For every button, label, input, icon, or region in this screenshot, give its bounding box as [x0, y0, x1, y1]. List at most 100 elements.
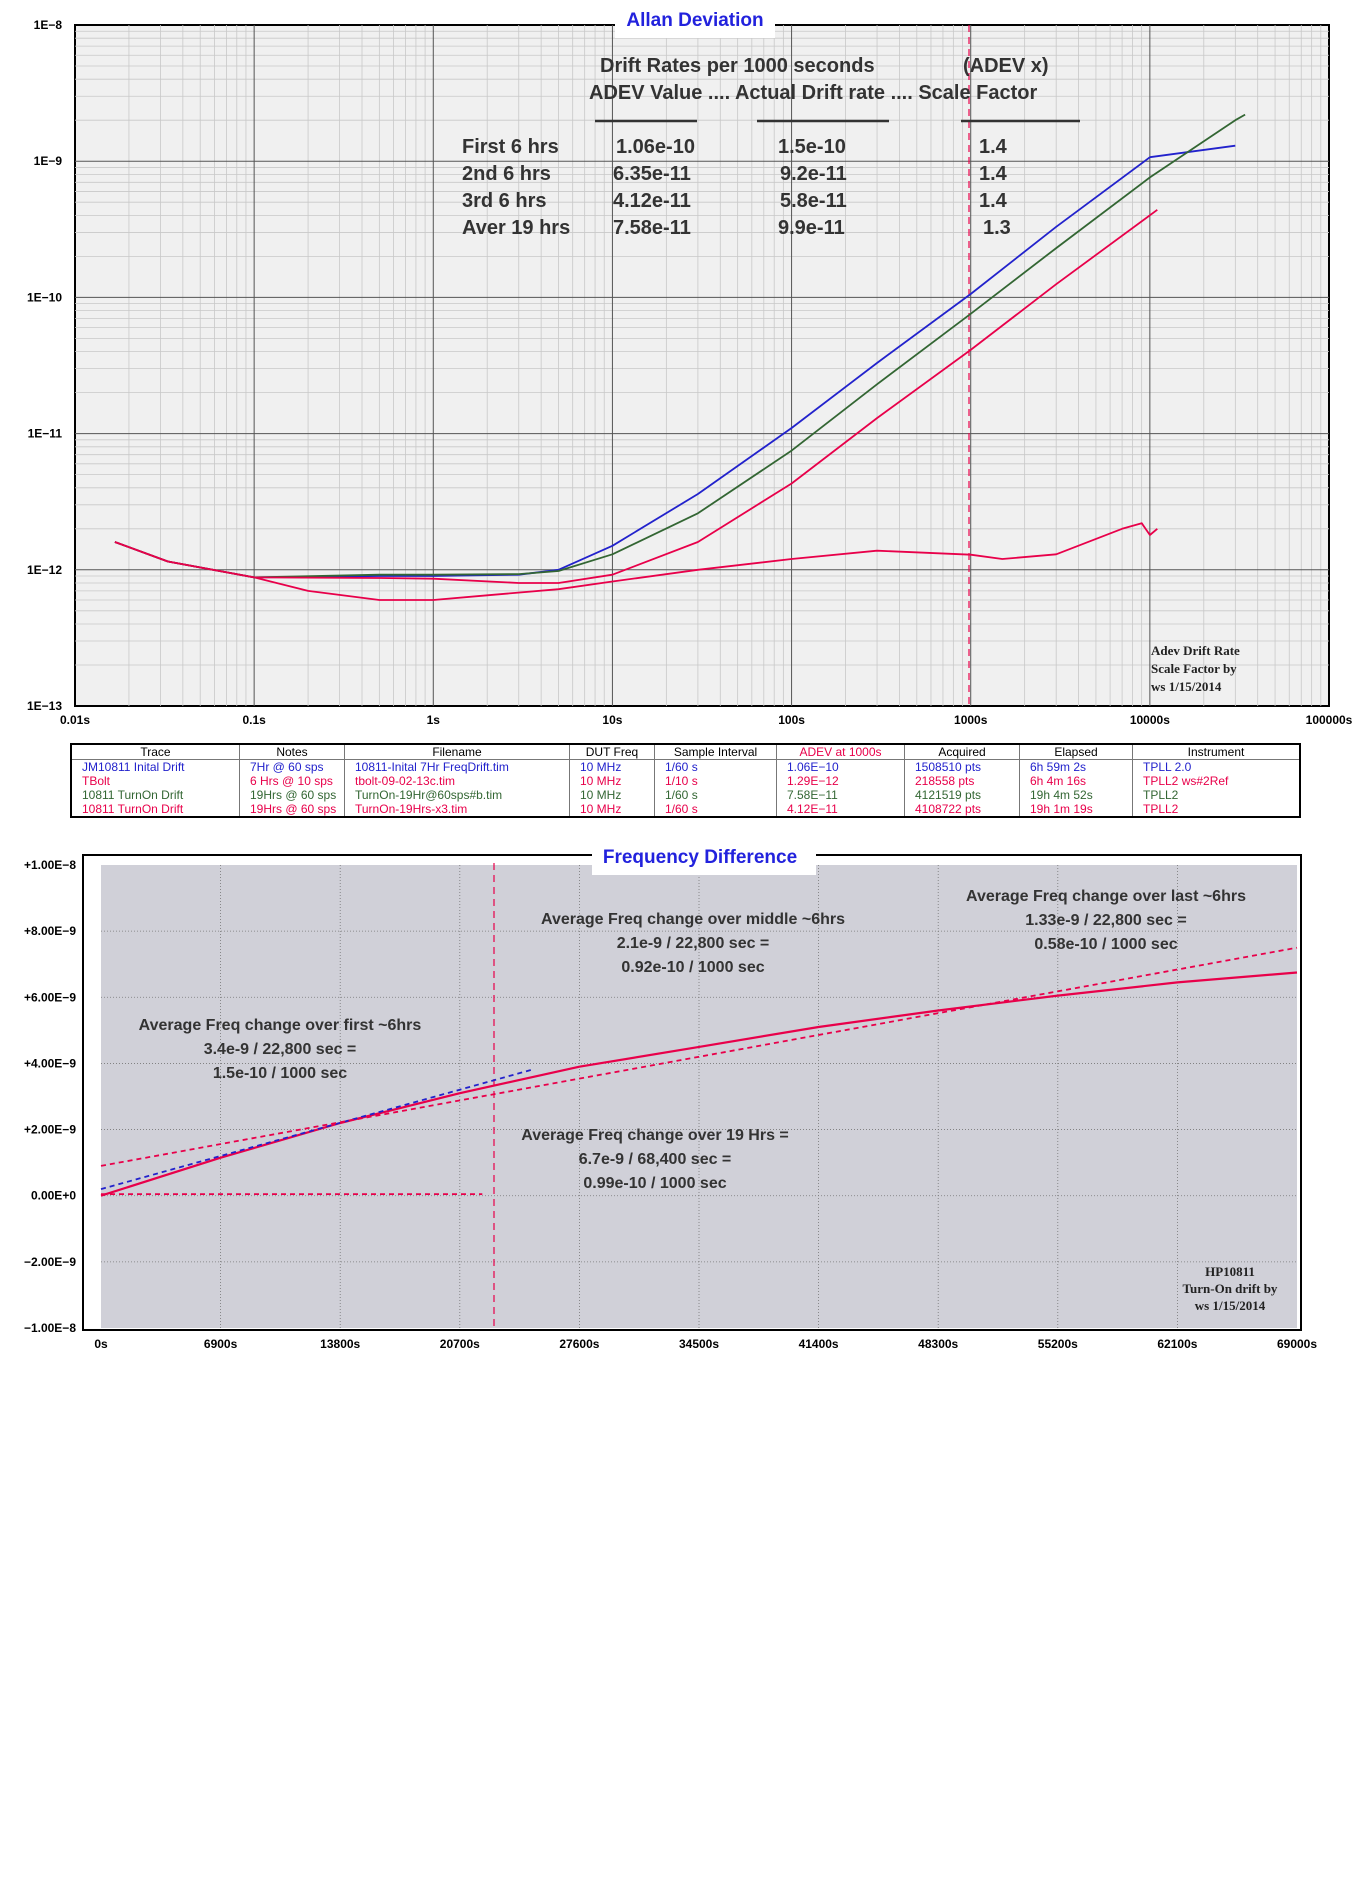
legend-cell: TPLL 2.0	[1132, 759, 1301, 774]
x-tick-label: 100000s	[1306, 713, 1353, 727]
adev-plot-area	[74, 24, 1330, 707]
legend-cell: 19Hrs @ 60 sps	[239, 788, 345, 802]
adev-note-line-1: Adev Drift Rate	[1151, 643, 1240, 658]
legend-cell: 1/10 s	[654, 774, 777, 788]
freq-series-line	[100, 1069, 532, 1190]
x-tick-label: 69000s	[1277, 1337, 1317, 1351]
legend-cell: 1/60 s	[654, 802, 777, 817]
adev-chart: 1E−8 1E−9 1E−10 1E−11 1E−12 1E−130.01s 0.1s 1s 1…	[27, 8, 1353, 727]
row-adev: 6.35e-11	[613, 163, 691, 185]
legend-header-sample-interval: Sample Interval	[654, 743, 777, 760]
legend-row: 10811 TurnOn Drift 19Hrs @ 60 sps TurnOn-1…	[70, 802, 1301, 817]
row-scale: 1.3	[983, 217, 1011, 239]
x-tick-label: 48300s	[918, 1337, 958, 1351]
row-scale: 1.4	[979, 190, 1008, 212]
x-tick-label: 10000s	[1130, 713, 1170, 727]
legend-cell: TPLL2	[1132, 788, 1301, 802]
y-tick-label: +1.00E−8	[24, 858, 76, 872]
y-tick-label: +4.00E−9	[24, 1056, 76, 1070]
freq-note-line-2: Turn-On drift by	[1183, 1281, 1278, 1296]
legend-header-notes: Notes	[239, 743, 345, 760]
legend-header-filename: Filename	[344, 743, 570, 760]
drift-header-1: Drift Rates per 1000 seconds	[600, 55, 875, 77]
legend-cell: 10811 TurnOn Drift	[70, 802, 240, 817]
y-tick-label: 1E−9	[34, 154, 63, 168]
ann-first-line-3: 1.5e-10 / 1000 sec	[213, 1065, 347, 1082]
legend-header-row: Trace Notes Filename DUT Freq Sample Int…	[70, 743, 1301, 760]
y-tick-label: 1E−13	[27, 699, 62, 713]
row-scale: 1.4	[979, 163, 1008, 185]
legend-header-acquired: Acquired	[904, 743, 1020, 760]
adev-series-line	[114, 113, 1246, 579]
legend-cell: 6h 4m 16s	[1019, 774, 1133, 788]
legend-header-adev: ADEV at 1000s	[776, 743, 905, 760]
legend-row: TBolt 6 Hrs @ 10 sps tbolt-09-02-13c.tim 10…	[70, 774, 1301, 788]
legend-cell: 218558 pts	[904, 774, 1020, 788]
legend-row: 10811 TurnOn Drift 19Hrs @ 60 sps TurnOn-1…	[70, 788, 1301, 802]
x-tick-label: 55200s	[1038, 1337, 1078, 1351]
legend-cell: 10 MHz	[569, 759, 655, 774]
legend-cell: 19h 1m 19s	[1019, 802, 1133, 817]
legend-cell: 10811 TurnOn Drift	[70, 788, 240, 802]
drift-row-3: Aver 19 hrs 7.58e-11 9.9e-11 1.3	[462, 217, 1011, 239]
drift-header-1b: (ADEV x)	[963, 55, 1049, 77]
legend-cell: 4108722 pts	[904, 802, 1020, 817]
row-drift: 5.8e-11	[780, 190, 847, 212]
legend-cell: TurnOn-19Hrs-x3.tim	[344, 802, 570, 817]
row-label: First 6 hrs	[462, 136, 559, 158]
drift-row-0: First 6 hrs 1.06e-10 1.5e-10 1.4	[462, 136, 1008, 158]
y-tick-label: −2.00E−9	[24, 1255, 76, 1269]
legend-cell: 1/60 s	[654, 759, 777, 774]
y-tick-label: +6.00E−9	[24, 990, 76, 1004]
ann-last-line-3: 0.58e-10 / 1000 sec	[1034, 936, 1177, 953]
x-tick-label: 6900s	[204, 1337, 238, 1351]
legend-header-dut-freq: DUT Freq	[569, 743, 655, 760]
legend-cell: 4121519 pts	[904, 788, 1020, 802]
freq-note-line-1: HP10811	[1205, 1264, 1255, 1279]
x-tick-label: 20700s	[440, 1337, 480, 1351]
x-tick-label: 27600s	[559, 1337, 599, 1351]
adev-note-line-3: ws 1/15/2014	[1151, 679, 1222, 694]
adev-series-line	[114, 209, 1158, 584]
ann-first-line-1: Average Freq change over first ~6hrs	[139, 1017, 422, 1034]
y-tick-label: 1E−8	[34, 18, 63, 32]
ann-19hrs-line-1: Average Freq change over 19 Hrs =	[521, 1127, 789, 1144]
legend-cell: 19Hrs @ 60 sps	[239, 802, 345, 817]
legend-cell: 10 MHz	[569, 788, 655, 802]
legend-row: JM10811 Inital Drift 7Hr @ 60 sps 10811-In…	[70, 759, 1301, 774]
ann-first-line-2: 3.4e-9 / 22,800 sec =	[204, 1041, 357, 1058]
adev-note-line-2: Scale Factor by	[1151, 661, 1237, 676]
ann-middle-line-2: 2.1e-9 / 22,800 sec =	[617, 935, 770, 952]
y-tick-label: 0.00E+0	[31, 1189, 76, 1203]
legend-cell: 1/60 s	[654, 788, 777, 802]
ann-middle-line-3: 0.92e-10 / 1000 sec	[621, 959, 764, 976]
y-tick-label: 1E−12	[27, 563, 62, 577]
legend-cell: 19h 4m 52s	[1019, 788, 1133, 802]
legend-cell: 1.29E−12	[776, 774, 905, 788]
legend-table: Trace Notes Filename DUT Freq Sample Int…	[70, 743, 1301, 818]
x-tick-label: 10s	[602, 713, 622, 727]
x-tick-label: 34500s	[679, 1337, 719, 1351]
legend-cell: 4.12E−11	[776, 802, 905, 817]
legend-cell: 10 MHz	[569, 774, 655, 788]
drift-row-2: 3rd 6 hrs 4.12e-11 5.8e-11 1.4	[462, 190, 1008, 212]
row-label: Aver 19 hrs	[462, 217, 570, 239]
legend-cell: 10 MHz	[569, 802, 655, 817]
legend-cell: JM10811 Inital Drift	[70, 759, 240, 774]
row-scale: 1.4	[979, 136, 1008, 158]
ann-last-line-1: Average Freq change over last ~6hrs	[966, 888, 1246, 905]
ann-last-line-2: 1.33e-9 / 22,800 sec =	[1025, 912, 1186, 929]
legend-cell: 1508510 pts	[904, 759, 1020, 774]
legend-cell: TPLL2 ws#2Ref	[1132, 774, 1301, 788]
x-tick-label: 100s	[778, 713, 805, 727]
legend-header-elapsed: Elapsed	[1019, 743, 1133, 760]
y-tick-label: +2.00E−9	[24, 1123, 76, 1137]
legend-cell: tbolt-09-02-13c.tim	[344, 774, 570, 788]
freq-series-line	[100, 971, 1298, 1197]
freq-chart: +1.00E−8 +8.00E−9 +6.00E−9 +4.00E−9 +2.00E−9…	[24, 845, 1317, 1351]
drift-header-2: ADEV Value .... Actual Drift rate .... S…	[589, 82, 1038, 104]
y-tick-label: −1.00E−8	[24, 1321, 76, 1335]
row-adev: 7.58e-11	[613, 217, 691, 239]
adev-title: Allan Deviation	[626, 10, 763, 31]
legend-header-trace: Trace	[70, 743, 240, 760]
